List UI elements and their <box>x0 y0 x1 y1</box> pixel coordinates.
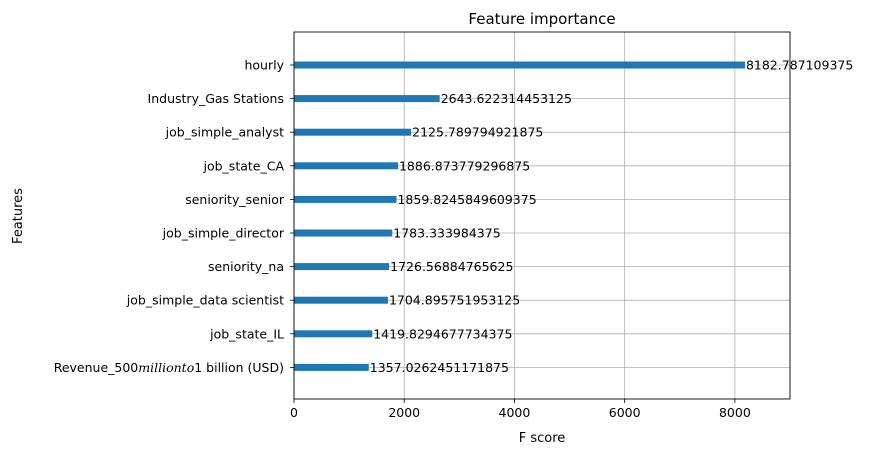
bar <box>294 162 398 170</box>
y-tick-label: job_state_CA <box>203 158 285 173</box>
bar <box>294 296 388 304</box>
x-tick-label: 2000 <box>388 405 420 420</box>
bar <box>294 229 393 237</box>
x-axis: 0 2000 4000 6000 8000 <box>290 399 751 420</box>
y-tick-label: seniority_na <box>208 259 284 274</box>
data-label: 1886.873779296875 <box>399 158 530 173</box>
data-label: 1783.333984375 <box>393 226 500 241</box>
x-tick-label: 4000 <box>499 405 531 420</box>
x-tick-label: 0 <box>290 405 298 420</box>
data-label: 1357.0262451171875 <box>370 360 509 375</box>
data-label: 1859.8245849609375 <box>397 192 536 207</box>
plot-frame <box>293 31 791 400</box>
bar <box>294 363 369 371</box>
data-label: 2125.789794921875 <box>412 125 543 140</box>
data-label: 1419.8294677734375 <box>373 326 512 341</box>
bar <box>294 95 440 103</box>
y-tick-label: job_state_IL <box>209 326 284 341</box>
bars <box>294 61 745 371</box>
y-axis: hourly Industry_Gas Stations job_simple_an… <box>54 58 294 375</box>
bar <box>294 61 745 69</box>
bar <box>294 263 390 271</box>
y-tick-label: job_simple_director <box>162 226 285 241</box>
y-tick-label: job_simple_data scientist <box>126 293 284 308</box>
y-tick-label: Industry_Gas Stations <box>148 91 284 106</box>
y-tick-label: Revenue_500millionto1 billion (USD) <box>54 360 284 375</box>
y-tick-label: job_simple_analyst <box>165 125 284 140</box>
y-tick-label: seniority_senior <box>185 192 285 207</box>
bar <box>294 330 373 338</box>
y-axis-label: Features <box>11 188 26 244</box>
data-label: 1704.895751953125 <box>389 293 520 308</box>
y-tick-label: hourly <box>244 58 284 73</box>
data-label: 8182.787109375 <box>746 58 853 73</box>
chart-title: Feature importance <box>468 10 615 28</box>
x-tick-label: 8000 <box>719 405 751 420</box>
x-tick-label: 6000 <box>609 405 641 420</box>
x-axis-label: F score <box>519 431 566 446</box>
bar <box>294 128 412 136</box>
grid-lines <box>293 32 790 399</box>
data-label: 1726.56884765625 <box>390 259 513 274</box>
bar <box>294 195 397 203</box>
data-label: 2643.622314453125 <box>441 91 572 106</box>
data-labels: 8182.787109375 2643.622314453125 2125.7897… <box>370 58 854 375</box>
